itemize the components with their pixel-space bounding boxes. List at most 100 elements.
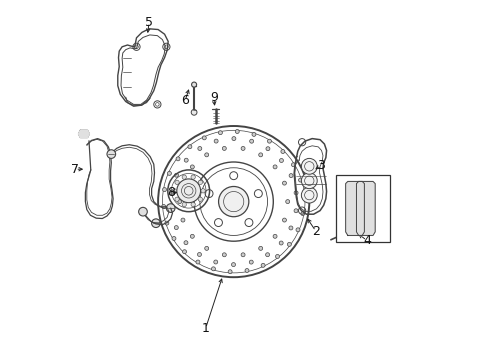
- Circle shape: [201, 189, 205, 193]
- Circle shape: [287, 242, 291, 246]
- Circle shape: [282, 181, 286, 185]
- Circle shape: [198, 197, 202, 202]
- Circle shape: [172, 237, 176, 240]
- Circle shape: [249, 260, 253, 264]
- Circle shape: [261, 264, 264, 267]
- Circle shape: [280, 149, 285, 153]
- Circle shape: [301, 195, 305, 199]
- Circle shape: [293, 191, 298, 195]
- Circle shape: [279, 158, 283, 162]
- Circle shape: [139, 207, 147, 216]
- Circle shape: [181, 218, 184, 222]
- Circle shape: [177, 179, 200, 203]
- Circle shape: [204, 246, 208, 250]
- Circle shape: [298, 178, 302, 182]
- Circle shape: [190, 234, 194, 238]
- Circle shape: [164, 221, 168, 225]
- Circle shape: [291, 163, 295, 167]
- Circle shape: [275, 255, 279, 258]
- Circle shape: [222, 147, 226, 150]
- Circle shape: [183, 241, 187, 245]
- Circle shape: [190, 165, 194, 169]
- Polygon shape: [356, 181, 374, 235]
- Circle shape: [244, 269, 248, 273]
- Circle shape: [351, 221, 358, 228]
- Circle shape: [285, 199, 289, 203]
- Circle shape: [151, 219, 160, 228]
- Circle shape: [162, 204, 165, 208]
- Circle shape: [198, 147, 202, 150]
- Text: 2: 2: [311, 225, 319, 238]
- Circle shape: [228, 270, 232, 274]
- Circle shape: [202, 136, 206, 140]
- Text: 4: 4: [362, 234, 370, 247]
- Polygon shape: [79, 130, 89, 138]
- Circle shape: [204, 153, 208, 157]
- Text: 5: 5: [145, 16, 153, 29]
- Circle shape: [258, 246, 262, 250]
- Circle shape: [301, 158, 317, 174]
- Circle shape: [176, 157, 180, 161]
- Circle shape: [214, 139, 218, 143]
- Circle shape: [265, 147, 269, 151]
- Circle shape: [293, 209, 297, 213]
- Circle shape: [235, 130, 239, 134]
- Circle shape: [187, 145, 191, 149]
- Circle shape: [197, 252, 201, 256]
- Circle shape: [107, 150, 115, 158]
- Circle shape: [191, 109, 197, 115]
- Circle shape: [218, 186, 248, 217]
- Circle shape: [288, 174, 292, 177]
- Circle shape: [167, 171, 171, 175]
- Circle shape: [267, 139, 271, 143]
- Circle shape: [272, 234, 277, 238]
- Circle shape: [196, 260, 200, 264]
- Circle shape: [181, 181, 184, 185]
- Text: 6: 6: [181, 94, 189, 107]
- Circle shape: [174, 173, 178, 177]
- Circle shape: [251, 132, 255, 136]
- Circle shape: [191, 82, 196, 87]
- Circle shape: [166, 204, 175, 212]
- Circle shape: [279, 241, 283, 245]
- Circle shape: [211, 267, 215, 271]
- Circle shape: [169, 190, 173, 194]
- Circle shape: [162, 188, 166, 192]
- Circle shape: [241, 253, 244, 257]
- Circle shape: [265, 253, 269, 257]
- Circle shape: [272, 165, 277, 169]
- Polygon shape: [345, 181, 364, 235]
- Text: 9: 9: [209, 91, 217, 104]
- Circle shape: [288, 226, 292, 230]
- Circle shape: [282, 218, 286, 222]
- Circle shape: [184, 158, 188, 162]
- Circle shape: [174, 226, 178, 230]
- Text: 1: 1: [201, 322, 209, 335]
- Circle shape: [301, 187, 317, 203]
- Text: 8: 8: [167, 186, 175, 199]
- Circle shape: [182, 175, 186, 179]
- Text: 7: 7: [71, 163, 79, 176]
- Bar: [336, 175, 389, 242]
- Text: 3: 3: [316, 159, 324, 172]
- Circle shape: [177, 199, 182, 203]
- Circle shape: [175, 197, 179, 202]
- Circle shape: [241, 147, 244, 150]
- Circle shape: [300, 212, 304, 216]
- Circle shape: [191, 175, 195, 179]
- Circle shape: [375, 192, 381, 198]
- Circle shape: [231, 137, 235, 141]
- Circle shape: [231, 262, 235, 266]
- Circle shape: [198, 180, 202, 184]
- Circle shape: [222, 253, 226, 257]
- Circle shape: [172, 189, 176, 193]
- Circle shape: [258, 153, 262, 157]
- Circle shape: [213, 260, 217, 264]
- Circle shape: [182, 202, 186, 207]
- Circle shape: [295, 228, 299, 232]
- Circle shape: [182, 250, 186, 254]
- Circle shape: [301, 173, 317, 189]
- Circle shape: [375, 219, 381, 225]
- Circle shape: [218, 131, 222, 135]
- Circle shape: [169, 208, 173, 212]
